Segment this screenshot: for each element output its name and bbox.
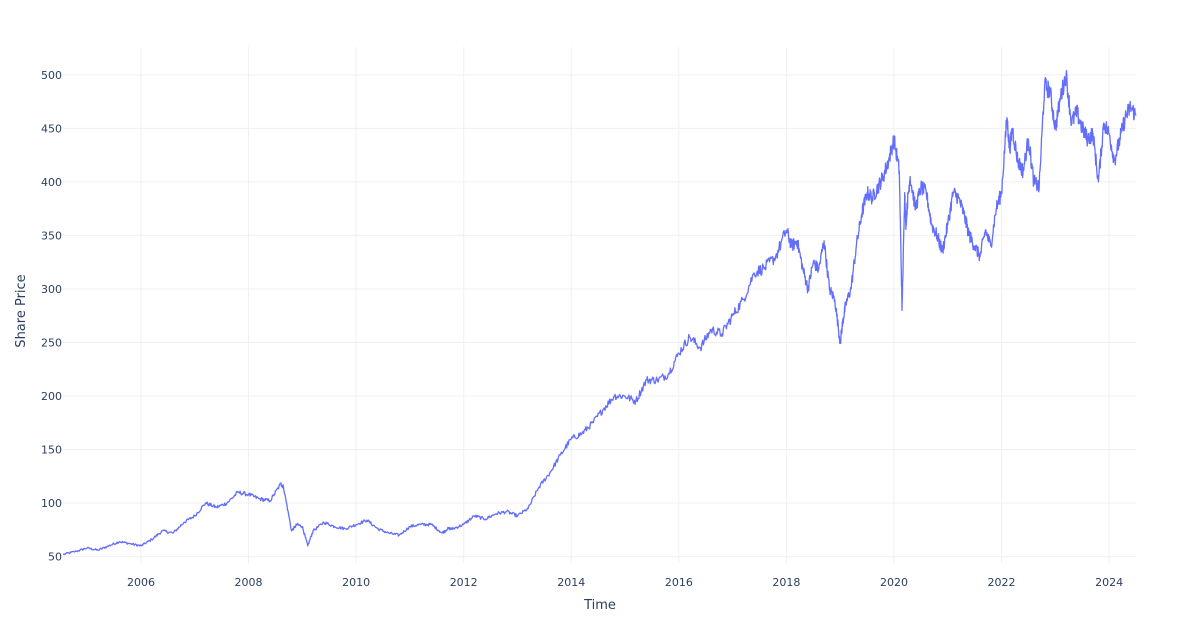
price-series-line (62, 69, 1137, 556)
y-tick-label: 500 (41, 69, 62, 82)
series-layer (62, 69, 1137, 556)
y-tick-label: 450 (41, 122, 62, 135)
x-tick-label: 2020 (880, 576, 908, 589)
y-axis-ticks: 50 100 150 200 250 300 350 400 450 500 (41, 69, 62, 564)
y-tick-label: 400 (41, 176, 62, 189)
y-axis-title: Share Price (14, 274, 29, 347)
y-tick-label: 100 (41, 497, 62, 510)
x-tick-label: 2024 (1095, 576, 1123, 589)
y-tick-label: 200 (41, 390, 62, 403)
x-tick-label: 2018 (772, 576, 800, 589)
x-tick-label: 2012 (450, 576, 478, 589)
x-tick-label: 2006 (127, 576, 155, 589)
y-tick-label: 250 (41, 336, 62, 349)
y-tick-label: 50 (48, 551, 62, 564)
x-tick-label: 2016 (665, 576, 693, 589)
x-axis-title: Time (583, 598, 616, 613)
x-axis-ticks: 2006 2008 2010 2012 2014 2016 2018 2020 2022 2024 (127, 576, 1123, 589)
x-tick-label: 2008 (235, 576, 263, 589)
x-tick-label: 2014 (557, 576, 585, 589)
x-tick-label: 2010 (342, 576, 370, 589)
y-tick-label: 300 (41, 283, 62, 296)
x-tick-label: 2022 (988, 576, 1016, 589)
gridlines (63, 47, 1136, 563)
y-tick-label: 350 (41, 229, 62, 242)
y-tick-label: 150 (41, 444, 62, 457)
